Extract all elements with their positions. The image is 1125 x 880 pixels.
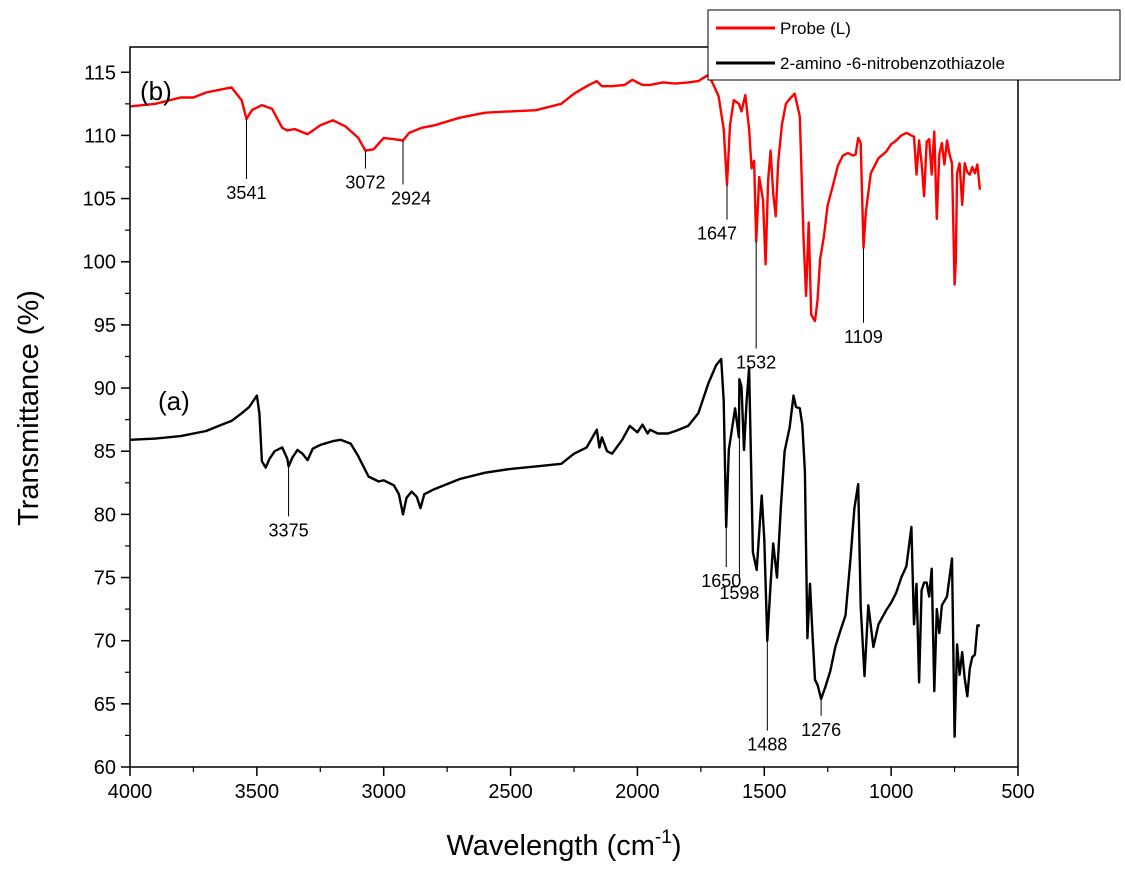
y-tick-label: 115 bbox=[84, 62, 116, 84]
x-tick-label: 3000 bbox=[361, 781, 406, 803]
y-tick-label: 95 bbox=[94, 315, 116, 337]
x-tick-label: 500 bbox=[1001, 781, 1034, 803]
peak-label: 1647 bbox=[697, 224, 737, 244]
peak-label: 3541 bbox=[226, 183, 266, 203]
series-layer bbox=[129, 73, 982, 738]
y-tick-label: 85 bbox=[94, 441, 116, 463]
x-tick-label: 3500 bbox=[235, 781, 280, 803]
x-tick-label: 2000 bbox=[615, 781, 660, 803]
y-axis-title: Transmittance (%) bbox=[13, 290, 45, 526]
y-tick-label: 70 bbox=[94, 631, 116, 653]
y-tick-label: 80 bbox=[94, 504, 116, 526]
legend-label-amino: 2-amino -6-nitrobenzothiazole bbox=[780, 54, 1005, 73]
peak-label: 1276 bbox=[801, 720, 841, 740]
y-tick-label: 105 bbox=[83, 189, 116, 211]
series-line-1 bbox=[129, 357, 980, 738]
peak-label: 1488 bbox=[747, 735, 787, 755]
peak-label: 3375 bbox=[269, 520, 309, 540]
x-axis-title: Wavelength (cm-1) bbox=[446, 827, 681, 862]
plot-frame bbox=[129, 46, 1019, 768]
x-axis-ticks: 4000 3500 3000 2500 2000 1500 1000 500 bbox=[108, 767, 1035, 803]
peak-label: 1532 bbox=[736, 353, 776, 373]
peak-label: 1650 bbox=[701, 571, 741, 591]
x-tick-label: 2500 bbox=[488, 781, 533, 803]
panel-label-a: (a) bbox=[158, 386, 190, 416]
y-tick-label: 100 bbox=[83, 252, 116, 274]
legend-label-probe: Probe (L) bbox=[780, 19, 851, 38]
peak-label: 1598 bbox=[719, 583, 759, 603]
legend: Probe (L) 2-amino -6-nitrobenzothiazole bbox=[707, 9, 1121, 81]
x-axis-title-tail: ) bbox=[672, 830, 682, 862]
peak-label: 1109 bbox=[844, 327, 883, 347]
y-tick-label: 110 bbox=[84, 125, 116, 147]
x-tick-label: 1500 bbox=[742, 781, 787, 803]
x-axis-title-superscript: -1 bbox=[655, 827, 672, 848]
peak-label: 2924 bbox=[391, 188, 431, 208]
y-tick-label: 65 bbox=[94, 694, 116, 716]
panel-label-b: (b) bbox=[140, 76, 172, 106]
y-tick-label: 90 bbox=[94, 378, 116, 400]
peak-label: 3072 bbox=[345, 173, 385, 193]
y-axis-ticks: 60 65 70 75 80 85 90 95 100 105 110 115 bbox=[83, 62, 130, 779]
y-tick-label: 60 bbox=[94, 757, 116, 779]
x-tick-label: 4000 bbox=[108, 781, 153, 803]
x-tick-label: 1000 bbox=[869, 781, 914, 803]
legend-box bbox=[707, 9, 1121, 81]
x-axis-title-main: Wavelength (cm bbox=[446, 830, 654, 862]
y-tick-label: 75 bbox=[94, 568, 116, 590]
series-line-0 bbox=[129, 73, 982, 323]
